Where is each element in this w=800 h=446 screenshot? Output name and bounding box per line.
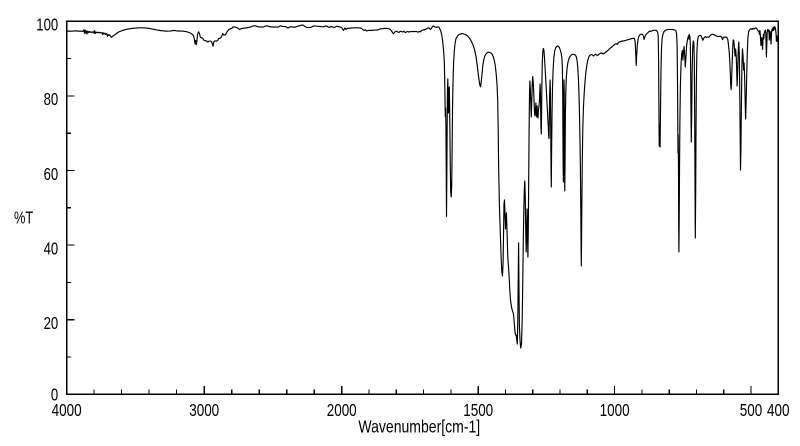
svg-text:Wavenumber[cm-1]: Wavenumber[cm-1] (358, 417, 480, 437)
svg-text:80: 80 (44, 89, 59, 109)
svg-text:60: 60 (44, 164, 59, 184)
svg-text:1500: 1500 (463, 400, 493, 420)
svg-text:20: 20 (44, 313, 59, 333)
svg-text:100: 100 (36, 15, 58, 35)
svg-text:40: 40 (44, 238, 59, 258)
svg-text:2000: 2000 (327, 400, 357, 420)
svg-text:400: 400 (767, 400, 790, 420)
svg-text:3000: 3000 (189, 400, 219, 420)
svg-text:0: 0 (51, 385, 58, 405)
svg-text:%T: %T (14, 208, 33, 228)
svg-text:1000: 1000 (600, 400, 630, 420)
svg-text:4000: 4000 (52, 400, 82, 420)
svg-text:500: 500 (740, 400, 763, 420)
